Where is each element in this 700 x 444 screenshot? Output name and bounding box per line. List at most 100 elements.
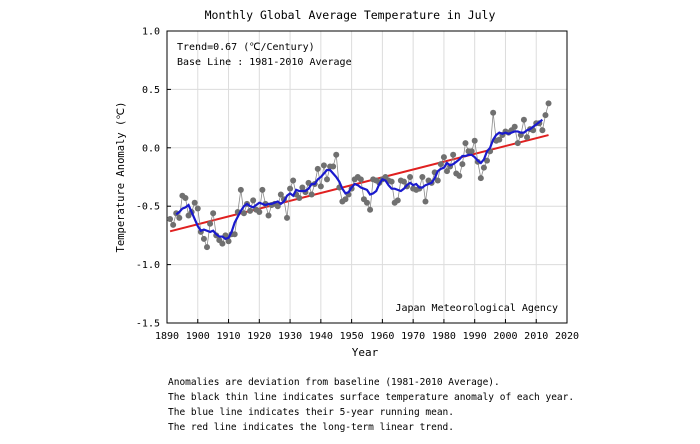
annual-point xyxy=(514,140,521,147)
x-tick-label: 1890 xyxy=(155,331,179,342)
annual-point xyxy=(219,240,226,247)
annual-point xyxy=(299,184,306,191)
annual-point xyxy=(320,162,327,169)
y-axis-label: Temperature Anomaly (℃) xyxy=(115,102,127,253)
baseline-annotation: Base Line : 1981-2010 Average xyxy=(177,57,352,68)
annual-point xyxy=(437,161,444,168)
annual-point xyxy=(256,209,263,216)
annual-point xyxy=(364,199,370,206)
x-tick-label: 1980 xyxy=(432,331,456,342)
annual-point xyxy=(204,244,210,251)
annual-point xyxy=(191,199,198,206)
trend-annotation: Trend=0.67 (℃/Century) xyxy=(177,42,315,53)
annual-point xyxy=(422,198,429,205)
annual-point xyxy=(265,212,272,219)
annual-point xyxy=(277,191,284,198)
annual-point xyxy=(290,177,297,184)
annual-point xyxy=(367,206,374,213)
annual-point xyxy=(496,136,503,143)
annual-point xyxy=(237,186,244,193)
annual-point xyxy=(170,221,177,228)
x-axis-label: Year xyxy=(352,346,379,359)
annual-point xyxy=(200,235,207,242)
annual-point xyxy=(471,137,478,144)
trend-line xyxy=(169,134,549,233)
annual-series xyxy=(167,100,552,251)
annual-point xyxy=(490,109,497,116)
annual-point xyxy=(317,183,324,190)
axes: 1890 1900 1910 1920 1930 1940 1950 1960 1970 1980… xyxy=(136,27,579,343)
annual-point xyxy=(210,210,217,217)
annual-point xyxy=(459,161,466,168)
y-tick-label: -0.5 xyxy=(136,202,160,213)
annual-point xyxy=(287,185,294,192)
x-tick-label: 1900 xyxy=(186,331,210,342)
x-tick-label: 1950 xyxy=(340,331,364,342)
annual-point xyxy=(167,216,174,223)
x-tick-label: 1930 xyxy=(278,331,302,342)
y-tick-label: -1.0 xyxy=(136,260,160,271)
annual-point xyxy=(480,164,487,171)
x-tick-label: 1910 xyxy=(216,331,240,342)
annual-point xyxy=(305,179,312,186)
annual-point xyxy=(542,112,549,119)
y-tick-label: 0.5 xyxy=(142,85,160,96)
trend-series xyxy=(169,134,549,233)
annual-point xyxy=(274,203,281,210)
annual-point xyxy=(342,196,349,203)
annual-point xyxy=(450,151,457,158)
x-tick-label: 1990 xyxy=(463,331,487,342)
annual-point xyxy=(296,195,303,202)
annual-point xyxy=(250,197,257,204)
annual-point xyxy=(468,148,475,155)
annual-point xyxy=(333,151,340,158)
running-mean-series xyxy=(175,118,544,241)
annual-point xyxy=(308,191,315,198)
annual-point xyxy=(388,178,395,185)
annual-point xyxy=(524,134,530,141)
chart-title: Monthly Global Average Temperature in Ju… xyxy=(205,8,496,22)
annual-point xyxy=(231,231,238,238)
annual-point xyxy=(194,205,201,212)
caption-annual-line: The black thin line indicates surface te… xyxy=(168,392,575,403)
annual-point xyxy=(284,214,290,221)
annual-point xyxy=(539,127,546,134)
annual-point xyxy=(330,163,337,170)
annual-point xyxy=(520,116,527,123)
x-tick-label: 2010 xyxy=(524,331,548,342)
caption-running-mean: The blue line indicates their 5-year run… xyxy=(168,407,454,418)
annual-point xyxy=(259,186,266,193)
annual-point xyxy=(462,140,469,147)
annual-point xyxy=(511,123,518,130)
annual-point xyxy=(407,174,414,180)
grid-lines xyxy=(167,31,567,323)
plot-frame xyxy=(166,30,568,324)
x-tick-label: 1970 xyxy=(401,331,425,342)
annual-point xyxy=(314,165,321,172)
x-tick-label: 1920 xyxy=(247,331,271,342)
annual-point xyxy=(444,168,450,175)
annual-point xyxy=(434,177,441,184)
annual-point xyxy=(484,157,490,164)
y-tick-label: -1.5 xyxy=(136,319,160,330)
annual-point xyxy=(394,197,401,204)
caption-baseline: Anomalies are deviation from baseline (1… xyxy=(168,377,500,388)
annual-point xyxy=(247,207,254,214)
caption-linear-trend: The red line indicates the long-term lin… xyxy=(168,422,454,433)
annual-point xyxy=(182,195,189,202)
source-annotation: Japan Meteorological Agency xyxy=(395,303,558,314)
annual-point xyxy=(207,220,214,227)
annual-point xyxy=(440,154,447,161)
annual-point xyxy=(545,100,552,107)
annual-point xyxy=(176,214,183,221)
annual-point xyxy=(477,175,484,182)
annual-point xyxy=(357,176,364,183)
y-tick-label: 0.0 xyxy=(142,143,160,154)
annual-point xyxy=(456,172,463,179)
annual-point xyxy=(240,210,247,217)
annual-point xyxy=(400,178,407,185)
running-mean-line xyxy=(175,118,544,241)
y-tick-label: 1.0 xyxy=(142,27,160,38)
annual-point xyxy=(225,238,232,245)
x-tick-label: 2020 xyxy=(555,331,579,342)
